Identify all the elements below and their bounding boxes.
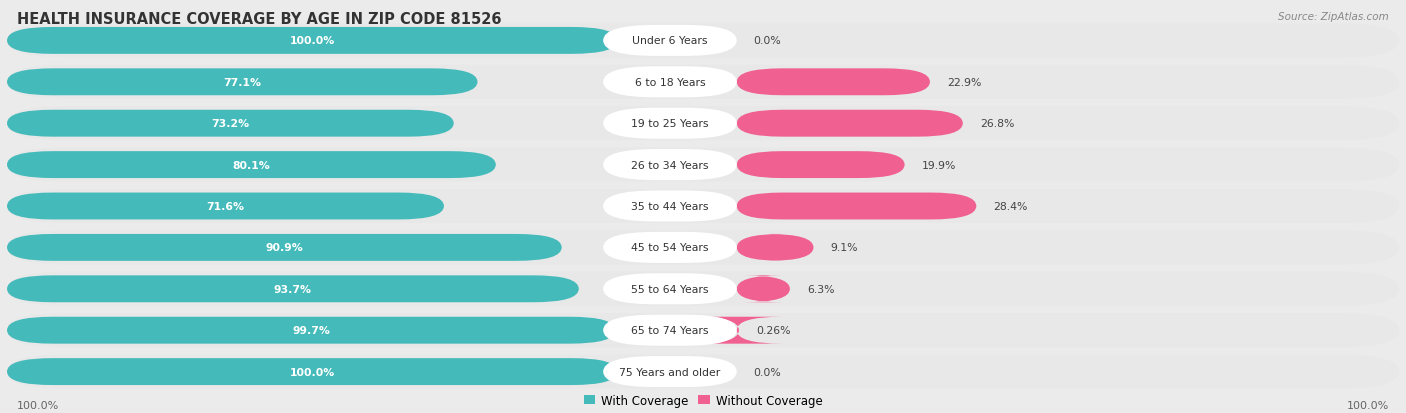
Text: 100.0%: 100.0%: [1347, 400, 1389, 410]
FancyBboxPatch shape: [7, 152, 496, 178]
Text: 45 to 54 Years: 45 to 54 Years: [631, 243, 709, 253]
FancyBboxPatch shape: [737, 234, 814, 261]
FancyBboxPatch shape: [737, 152, 904, 178]
FancyBboxPatch shape: [7, 317, 616, 344]
Text: 0.0%: 0.0%: [754, 36, 782, 46]
Text: 100.0%: 100.0%: [290, 36, 335, 46]
Text: 100.0%: 100.0%: [290, 367, 335, 377]
FancyBboxPatch shape: [7, 313, 1399, 347]
FancyBboxPatch shape: [7, 69, 478, 96]
FancyBboxPatch shape: [7, 111, 454, 137]
FancyBboxPatch shape: [603, 356, 737, 387]
FancyBboxPatch shape: [7, 276, 579, 302]
Text: 71.6%: 71.6%: [207, 202, 245, 211]
Text: 100.0%: 100.0%: [17, 400, 59, 410]
FancyBboxPatch shape: [603, 26, 737, 57]
Text: 26 to 34 Years: 26 to 34 Years: [631, 160, 709, 170]
FancyBboxPatch shape: [603, 109, 737, 140]
Text: 19.9%: 19.9%: [921, 160, 956, 170]
FancyBboxPatch shape: [737, 69, 929, 96]
Text: 93.7%: 93.7%: [274, 284, 312, 294]
Text: Under 6 Years: Under 6 Years: [633, 36, 707, 46]
FancyBboxPatch shape: [7, 24, 1399, 58]
Text: 22.9%: 22.9%: [946, 78, 981, 88]
FancyBboxPatch shape: [7, 107, 1399, 141]
Text: 65 to 74 Years: 65 to 74 Years: [631, 325, 709, 335]
FancyBboxPatch shape: [7, 355, 1399, 389]
FancyBboxPatch shape: [603, 232, 737, 263]
Text: 80.1%: 80.1%: [232, 160, 270, 170]
Text: 9.1%: 9.1%: [831, 243, 858, 253]
Text: 6 to 18 Years: 6 to 18 Years: [634, 78, 706, 88]
Text: 0.26%: 0.26%: [756, 325, 790, 335]
FancyBboxPatch shape: [737, 193, 976, 220]
Text: HEALTH INSURANCE COVERAGE BY AGE IN ZIP CODE 81526: HEALTH INSURANCE COVERAGE BY AGE IN ZIP …: [17, 12, 502, 27]
FancyBboxPatch shape: [603, 150, 737, 181]
Text: 90.9%: 90.9%: [266, 243, 304, 253]
Text: 99.7%: 99.7%: [292, 325, 330, 335]
Text: 55 to 64 Years: 55 to 64 Years: [631, 284, 709, 294]
FancyBboxPatch shape: [7, 190, 1399, 223]
Legend: With Coverage, Without Coverage: With Coverage, Without Coverage: [579, 389, 827, 411]
Text: 75 Years and older: 75 Years and older: [619, 367, 721, 377]
Text: 73.2%: 73.2%: [211, 119, 249, 129]
FancyBboxPatch shape: [7, 358, 617, 385]
FancyBboxPatch shape: [603, 191, 737, 222]
FancyBboxPatch shape: [737, 276, 790, 302]
Text: 35 to 44 Years: 35 to 44 Years: [631, 202, 709, 211]
FancyBboxPatch shape: [7, 193, 444, 220]
Text: Source: ZipAtlas.com: Source: ZipAtlas.com: [1278, 12, 1389, 22]
FancyBboxPatch shape: [603, 67, 737, 98]
FancyBboxPatch shape: [7, 272, 1399, 306]
FancyBboxPatch shape: [7, 148, 1399, 182]
FancyBboxPatch shape: [7, 66, 1399, 100]
FancyBboxPatch shape: [603, 273, 737, 304]
FancyBboxPatch shape: [737, 111, 963, 137]
FancyBboxPatch shape: [693, 317, 782, 344]
Text: 26.8%: 26.8%: [980, 119, 1014, 129]
FancyBboxPatch shape: [603, 315, 737, 346]
Text: 19 to 25 Years: 19 to 25 Years: [631, 119, 709, 129]
FancyBboxPatch shape: [7, 234, 562, 261]
FancyBboxPatch shape: [7, 28, 617, 55]
Text: 6.3%: 6.3%: [807, 284, 834, 294]
Text: 0.0%: 0.0%: [754, 367, 782, 377]
Text: 28.4%: 28.4%: [993, 202, 1028, 211]
FancyBboxPatch shape: [7, 231, 1399, 265]
Text: 77.1%: 77.1%: [224, 78, 262, 88]
